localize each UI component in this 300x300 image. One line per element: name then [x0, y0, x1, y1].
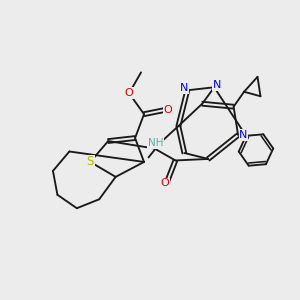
Text: NH: NH: [148, 138, 164, 148]
Text: N: N: [213, 80, 221, 90]
Text: O: O: [160, 178, 169, 188]
Text: N: N: [239, 130, 248, 140]
Text: O: O: [124, 88, 133, 98]
Text: O: O: [164, 105, 172, 115]
Text: S: S: [87, 155, 94, 168]
Text: N: N: [180, 83, 188, 93]
